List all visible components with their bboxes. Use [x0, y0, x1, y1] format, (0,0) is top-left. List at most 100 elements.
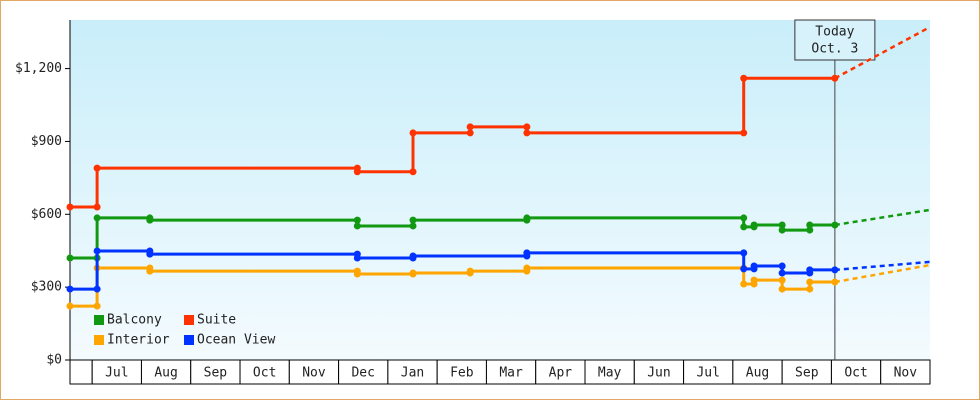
- legend-label: Suite: [197, 313, 236, 328]
- point-marker: [778, 285, 786, 293]
- legend-swatch: [184, 335, 194, 345]
- x-tick-label: Jun: [647, 366, 670, 381]
- point-marker: [66, 285, 74, 293]
- projection-line: [834, 263, 931, 284]
- point-marker: [523, 249, 531, 257]
- point-marker: [778, 276, 786, 284]
- point-marker: [740, 223, 748, 231]
- legend-swatch: [94, 315, 104, 325]
- point-marker: [353, 222, 361, 230]
- point-marker: [740, 265, 748, 273]
- point-marker: [409, 222, 417, 230]
- x-axis-cell: [239, 359, 290, 385]
- x-axis-cell: [781, 359, 832, 385]
- legend-swatch: [94, 335, 104, 345]
- point-marker: [353, 216, 361, 224]
- x-axis-cell: [535, 359, 586, 385]
- x-axis-cell: [436, 359, 487, 385]
- today-label: Today: [815, 25, 854, 40]
- point-marker: [409, 252, 417, 260]
- x-tick-label: Sep: [204, 366, 228, 381]
- point-marker: [93, 214, 101, 222]
- point-marker: [93, 164, 101, 172]
- point-marker: [146, 216, 154, 224]
- today-box: [794, 19, 876, 61]
- point-marker: [93, 203, 101, 211]
- point-marker: [740, 249, 748, 257]
- series-2: [66, 263, 931, 310]
- point-marker: [778, 269, 786, 277]
- y-tick-label: $0: [46, 353, 62, 368]
- projection-line: [834, 260, 931, 272]
- point-marker: [778, 262, 786, 270]
- x-tick-label: Oct: [844, 366, 867, 381]
- point-marker: [146, 267, 154, 275]
- x-tick-label: Oct: [253, 366, 276, 381]
- series-1: [66, 25, 931, 211]
- point-marker: [740, 214, 748, 222]
- point-marker: [409, 129, 417, 137]
- point-marker: [523, 214, 531, 222]
- legend-label: Interior: [107, 333, 170, 348]
- x-axis-cell: [338, 359, 389, 385]
- x-tick-label: Jan: [401, 366, 424, 381]
- today-label: Oct. 3: [811, 42, 858, 57]
- x-axis-cell: [69, 359, 93, 385]
- point-marker: [146, 250, 154, 258]
- x-tick-label: Mar: [499, 366, 523, 381]
- point-marker: [466, 129, 474, 137]
- x-axis-cell: [140, 359, 192, 385]
- point-marker: [66, 203, 74, 211]
- x-tick-label: Dec: [351, 366, 374, 381]
- x-tick-label: Sep: [795, 366, 819, 381]
- projection-line: [834, 208, 931, 227]
- x-axis-cell: [880, 359, 931, 385]
- point-marker: [93, 247, 101, 255]
- series-0: [66, 208, 931, 262]
- point-marker: [93, 302, 101, 310]
- point-marker: [93, 285, 101, 293]
- y-tick-label: $600: [31, 207, 62, 222]
- x-tick-label: Jul: [105, 366, 128, 381]
- legend-label: Ocean View: [197, 333, 275, 348]
- x-tick-label: Feb: [450, 366, 474, 381]
- point-marker: [806, 285, 814, 293]
- point-marker: [806, 278, 814, 286]
- point-marker: [750, 276, 758, 284]
- point-marker: [778, 226, 786, 234]
- point-marker: [409, 216, 417, 224]
- point-marker: [66, 254, 74, 262]
- point-marker: [523, 123, 531, 131]
- legend-label: Balcony: [107, 313, 162, 328]
- x-tick-label: Apr: [549, 366, 573, 381]
- x-tick-label: Aug: [746, 366, 769, 381]
- point-marker: [466, 123, 474, 131]
- point-marker: [66, 302, 74, 310]
- point-marker: [806, 226, 814, 234]
- point-marker: [740, 280, 748, 288]
- point-marker: [750, 221, 758, 229]
- point-marker: [353, 270, 361, 278]
- y-tick-label: $1,200: [15, 61, 62, 76]
- point-marker: [806, 221, 814, 229]
- point-marker: [409, 269, 417, 277]
- point-marker: [778, 221, 786, 229]
- projection-line: [834, 25, 931, 80]
- plot-area: [70, 20, 930, 360]
- point-marker: [750, 262, 758, 270]
- x-tick-label: Jul: [696, 366, 719, 381]
- x-tick-label: Nov: [302, 366, 326, 381]
- x-axis-cell: [633, 359, 685, 385]
- point-marker: [806, 266, 814, 274]
- x-tick-label: Nov: [894, 366, 918, 381]
- point-marker: [353, 254, 361, 262]
- y-tick-label: $300: [31, 280, 62, 295]
- y-tick-label: $900: [31, 134, 62, 149]
- point-marker: [740, 74, 748, 82]
- point-marker: [523, 264, 531, 272]
- x-tick-label: May: [598, 366, 622, 381]
- x-axis-cell: [732, 359, 783, 385]
- point-marker: [466, 267, 474, 275]
- point-marker: [523, 129, 531, 137]
